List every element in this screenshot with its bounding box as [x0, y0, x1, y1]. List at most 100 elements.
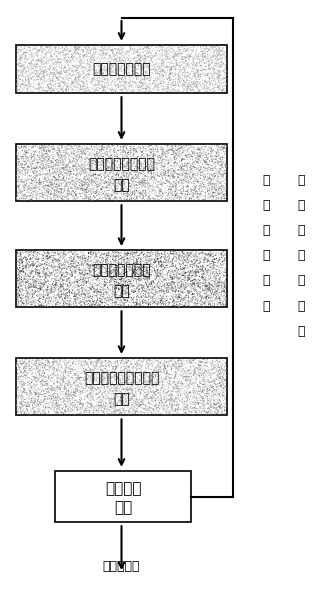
Point [90, 174, 95, 184]
Point [204, 182, 209, 191]
Point [182, 250, 188, 259]
Point [210, 153, 215, 163]
Point [185, 376, 190, 386]
Point [101, 400, 107, 410]
Point [97, 142, 102, 151]
Point [49, 157, 54, 167]
Point [86, 358, 91, 367]
Point [33, 279, 38, 289]
Point [147, 52, 152, 62]
Point [179, 358, 184, 368]
Point [110, 255, 115, 265]
Point [170, 283, 175, 293]
Point [72, 87, 77, 97]
Point [192, 173, 197, 183]
Point [212, 164, 217, 173]
Point [192, 385, 197, 394]
Point [61, 403, 66, 412]
Point [25, 388, 30, 398]
Point [101, 83, 107, 92]
Point [122, 53, 128, 62]
Point [126, 357, 132, 367]
Point [201, 397, 206, 407]
Point [15, 383, 20, 392]
Point [98, 142, 103, 151]
Point [30, 278, 35, 288]
Point [46, 253, 51, 263]
Point [184, 278, 189, 288]
Point [169, 273, 174, 283]
Point [121, 186, 126, 196]
Point [168, 145, 174, 154]
Point [86, 265, 91, 275]
Point [169, 274, 175, 284]
Point [191, 371, 197, 380]
Point [87, 169, 93, 179]
Point [23, 251, 28, 260]
Point [64, 50, 69, 60]
Point [24, 274, 29, 284]
Point [158, 77, 163, 86]
Point [110, 185, 115, 194]
Point [30, 60, 36, 70]
Point [39, 368, 44, 378]
Point [125, 145, 130, 154]
Point [103, 268, 108, 277]
Point [26, 152, 31, 162]
Point [115, 62, 120, 71]
Point [165, 49, 170, 58]
Point [132, 247, 137, 256]
Point [23, 301, 28, 311]
Point [209, 359, 214, 369]
Point [17, 286, 22, 296]
Point [57, 298, 62, 308]
Point [54, 175, 59, 184]
Point [53, 173, 58, 182]
Point [198, 399, 203, 409]
Point [149, 278, 154, 287]
Point [167, 76, 172, 86]
Point [93, 364, 98, 373]
Point [145, 267, 150, 277]
Point [142, 275, 147, 284]
Point [77, 365, 82, 374]
Point [62, 359, 67, 369]
Point [60, 362, 65, 372]
Point [156, 83, 161, 93]
Point [114, 270, 119, 280]
Point [117, 379, 122, 388]
Point [104, 292, 109, 302]
Point [187, 153, 192, 163]
Point [20, 359, 25, 368]
Point [198, 192, 203, 202]
Point [39, 389, 44, 399]
Point [42, 269, 47, 279]
Point [30, 272, 35, 282]
Point [27, 64, 32, 74]
Point [140, 383, 145, 393]
Point [124, 66, 130, 76]
Point [57, 156, 63, 166]
Point [172, 158, 177, 167]
Point [20, 188, 26, 198]
Point [126, 146, 131, 155]
Point [214, 370, 219, 380]
Point [194, 151, 199, 161]
Point [215, 67, 221, 77]
Point [37, 176, 42, 186]
Point [23, 359, 28, 369]
Point [99, 47, 105, 57]
Point [98, 265, 103, 274]
Point [220, 55, 225, 65]
Point [38, 373, 43, 382]
Point [91, 296, 96, 306]
Point [132, 157, 137, 167]
Point [15, 293, 20, 302]
Point [168, 143, 174, 152]
Point [37, 178, 42, 188]
Point [62, 80, 67, 90]
Point [82, 175, 87, 184]
Point [28, 167, 33, 177]
Point [124, 250, 129, 260]
Point [60, 153, 65, 163]
